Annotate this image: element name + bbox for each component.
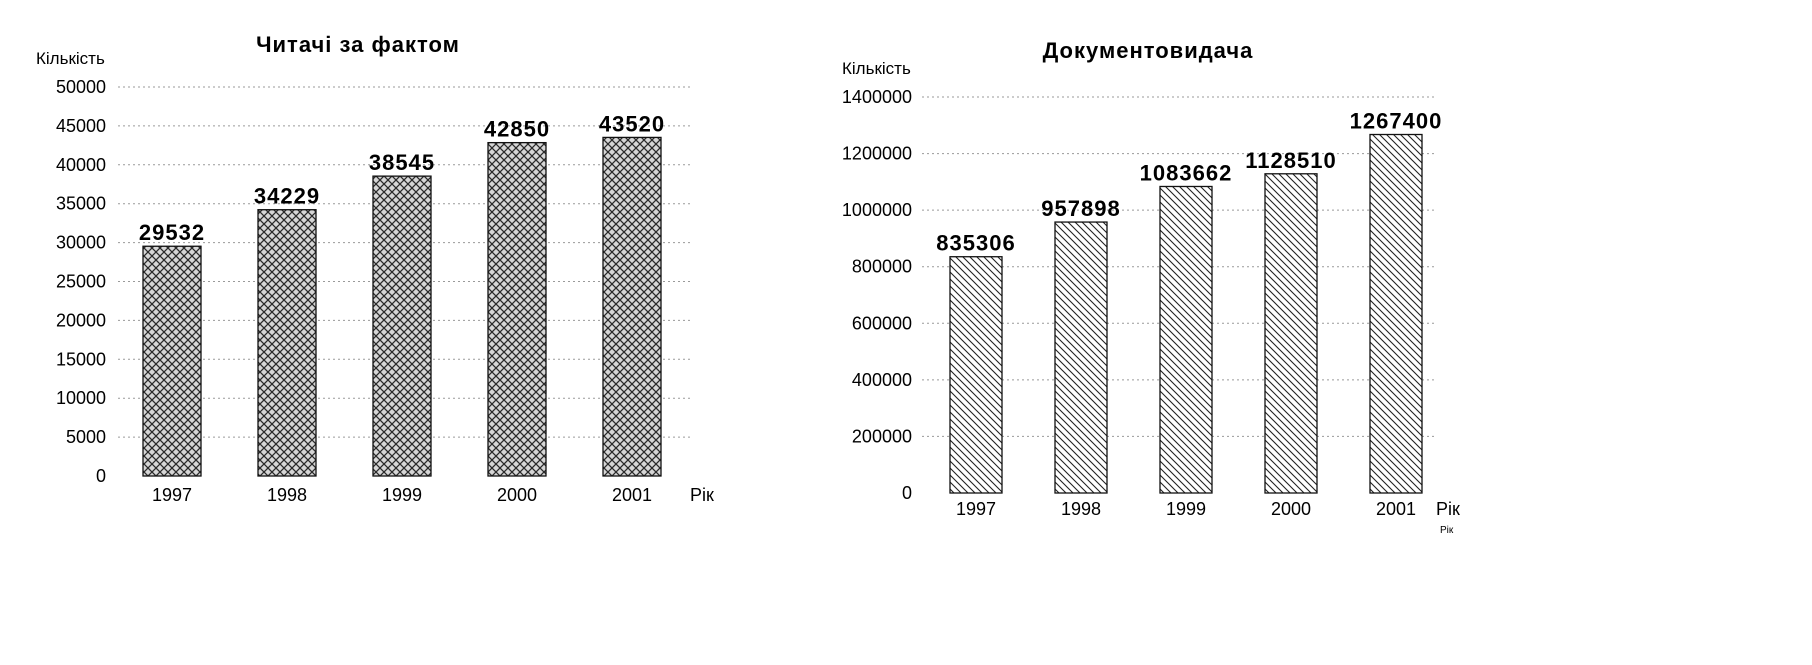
bar bbox=[372, 175, 432, 477]
x-tick-label: 1999 bbox=[382, 485, 422, 505]
x-axis-label: Рік bbox=[690, 485, 714, 505]
bar bbox=[257, 209, 317, 477]
chart-title: Документовидача bbox=[1043, 38, 1254, 63]
bar-value-label: 957898 bbox=[1041, 196, 1120, 221]
x-tick-label: 1998 bbox=[1061, 499, 1101, 519]
y-tick-label: 0 bbox=[902, 483, 912, 503]
bar-value-label: 38545 bbox=[369, 150, 435, 175]
bar-value-label: 1128510 bbox=[1245, 148, 1336, 173]
x-tick-label: 2000 bbox=[497, 485, 537, 505]
x-tick-label: 1999 bbox=[1166, 499, 1206, 519]
bar bbox=[1264, 173, 1318, 494]
x-tick-label: 1998 bbox=[267, 485, 307, 505]
y-tick-label: 0 bbox=[96, 466, 106, 486]
x-tick-label: 1997 bbox=[956, 499, 996, 519]
bar-value-label: 42850 bbox=[484, 117, 550, 142]
x-axis-label-secondary: Рік bbox=[1440, 525, 1454, 536]
chart-document-lending-svg: Документовидача Кількість Рік Рік 0 20000… bbox=[842, 38, 1460, 536]
bar-value-label: 835306 bbox=[936, 231, 1015, 256]
x-tick-label: 2000 bbox=[1271, 499, 1311, 519]
y-tick-label: 1000000 bbox=[842, 200, 912, 220]
x-tick-label: 2001 bbox=[1376, 499, 1416, 519]
y-tick-label: 800000 bbox=[852, 257, 912, 277]
chart-document-lending-body: Документовидача Кількість Рік Рік 0 20000… bbox=[842, 38, 1460, 536]
y-tick-label: 30000 bbox=[56, 233, 106, 253]
bar-value-label: 43520 bbox=[599, 111, 665, 136]
bar-value-label: 1267400 bbox=[1350, 109, 1443, 134]
bar bbox=[1369, 133, 1423, 494]
bar bbox=[142, 245, 202, 477]
chart-document-lending: Документовидача Кількість Рік Рік 0 20000… bbox=[842, 0, 1812, 660]
y-tick-label: 400000 bbox=[852, 370, 912, 390]
chart-title: Читачі за фактом bbox=[256, 32, 460, 57]
bar bbox=[602, 136, 662, 477]
y-tick-label: 10000 bbox=[56, 388, 106, 408]
y-tick-label: 35000 bbox=[56, 194, 106, 214]
y-axis-label: Кількість bbox=[36, 49, 105, 68]
x-axis-label: Рік bbox=[1436, 499, 1460, 519]
y-tick-label: 50000 bbox=[56, 77, 106, 97]
y-tick-label: 15000 bbox=[56, 349, 106, 369]
y-axis-label: Кількість bbox=[842, 59, 911, 78]
bar bbox=[487, 141, 547, 477]
bar-value-label: 29532 bbox=[139, 220, 205, 245]
y-tick-label: 40000 bbox=[56, 155, 106, 175]
bar-value-label: 1083662 bbox=[1140, 160, 1233, 185]
x-tick-label: 2001 bbox=[612, 485, 652, 505]
y-tick-label: 25000 bbox=[56, 272, 106, 292]
y-tick-label: 20000 bbox=[56, 310, 106, 330]
y-tick-label: 5000 bbox=[66, 427, 106, 447]
y-tick-label: 1200000 bbox=[842, 144, 912, 164]
chart-readers-svg: Читачі за фактом Кількість Рік 0 5000 1000… bbox=[36, 32, 714, 505]
bar bbox=[1159, 185, 1213, 494]
y-tick-label: 600000 bbox=[852, 313, 912, 333]
y-tick-label: 200000 bbox=[852, 426, 912, 446]
bar-value-label: 34229 bbox=[254, 184, 320, 209]
y-tick-label: 45000 bbox=[56, 116, 106, 136]
y-tick-label: 1400000 bbox=[842, 87, 912, 107]
bar bbox=[949, 256, 1003, 494]
x-tick-label: 1997 bbox=[152, 485, 192, 505]
chart-readers: Читачі за фактом Кількість Рік 0 5000 1000… bbox=[0, 0, 900, 660]
bar bbox=[1054, 221, 1108, 494]
